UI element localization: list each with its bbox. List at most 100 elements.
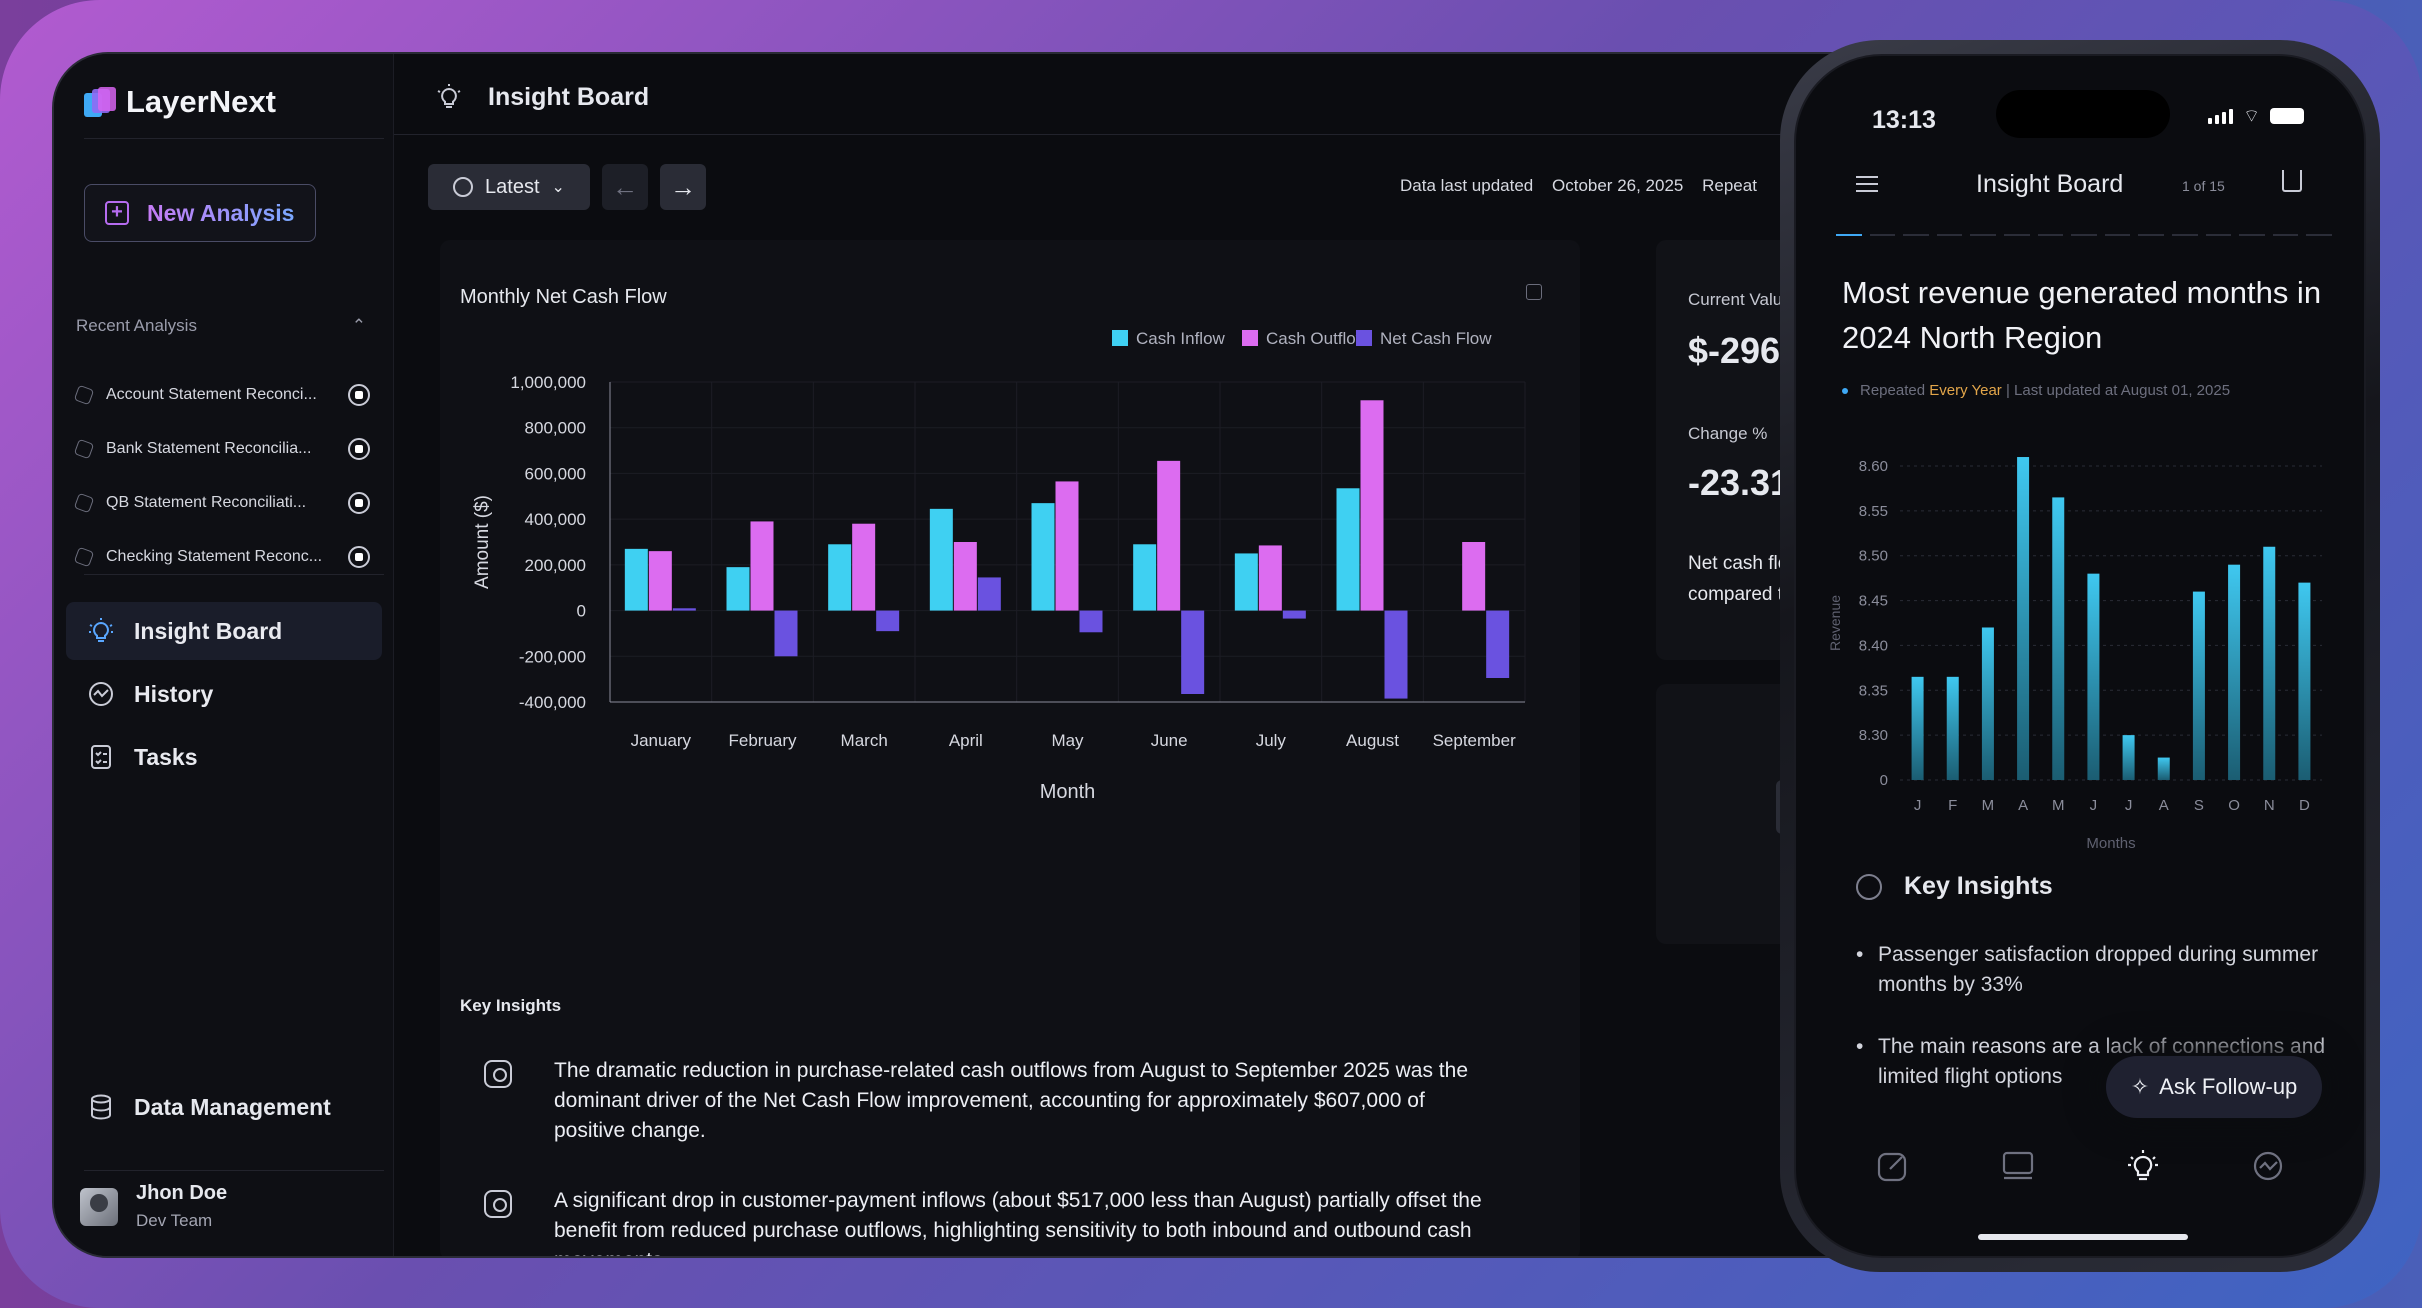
bar	[1055, 481, 1079, 611]
x-tick-label: July	[1256, 731, 1287, 750]
current-value-label: Current Value	[1688, 290, 1792, 309]
recent-item-label: QB Statement Reconciliati...	[106, 494, 307, 511]
bar	[2298, 582, 2311, 780]
bar	[1946, 676, 1959, 780]
stop-icon[interactable]	[348, 492, 370, 514]
bar	[2263, 546, 2276, 780]
phone-key-insights-title: Key Insights	[1856, 872, 2053, 901]
divider	[84, 574, 384, 575]
nav-item-data-management[interactable]: Data Management	[86, 1092, 331, 1122]
recent-item[interactable]: Bank Statement Reconcilia...	[73, 422, 376, 476]
x-tick-label: June	[1151, 731, 1188, 750]
next-button[interactable]: →	[660, 164, 706, 210]
ask-follow-up-button[interactable]: ✧ Ask Follow-up	[2106, 1056, 2322, 1118]
toolbar: Latest ⌄ ← →	[428, 164, 706, 210]
bar	[648, 551, 672, 611]
y-axis-label: Revenue	[1827, 595, 1843, 651]
recent-analysis-list: Account Statement Reconci... Bank Statem…	[73, 368, 376, 584]
legend-swatch	[1356, 330, 1372, 346]
nav-item-insight-board[interactable]: Insight Board	[66, 602, 382, 660]
tab-board[interactable]	[1988, 1136, 2048, 1196]
expand-icon[interactable]	[1526, 284, 1542, 300]
arrow-left-icon: ←	[612, 171, 638, 202]
layernext-logo-icon	[84, 87, 116, 117]
history-icon	[89, 682, 113, 706]
recent-item[interactable]: QB Statement Reconciliati...	[73, 476, 376, 530]
sparkle-icon: ✧	[2130, 1074, 2150, 1099]
y-tick-label: -200,000	[519, 647, 586, 666]
insight-item: A significant drop in customer-payment i…	[484, 1186, 1484, 1256]
stop-icon[interactable]	[348, 384, 370, 406]
bar	[2157, 757, 2170, 780]
y-tick-label: 8.30	[1859, 727, 1888, 744]
bar	[1384, 610, 1408, 699]
menu-icon[interactable]	[1856, 176, 1878, 192]
logo[interactable]: LayerNext	[84, 84, 276, 120]
chart-title: Monthly Net Cash Flow	[460, 286, 667, 308]
user-profile[interactable]: Jhon Doe Dev Team	[80, 1182, 227, 1231]
phone-insights-list: Passenger satisfaction dropped during su…	[1856, 940, 2356, 1124]
version-select[interactable]: Latest ⌄	[428, 164, 590, 210]
nav-label: Data Management	[134, 1093, 331, 1120]
divider	[84, 1170, 384, 1171]
plus-icon: +	[105, 201, 129, 225]
tab-new[interactable]	[1863, 1136, 1923, 1196]
bar	[828, 544, 852, 611]
wifi-icon: ⌔	[2243, 106, 2260, 126]
nav-item-history[interactable]: History	[66, 665, 382, 723]
stop-icon[interactable]	[348, 546, 370, 568]
y-tick-label: 0	[577, 602, 586, 621]
insight-bulb-icon	[484, 1060, 512, 1088]
recent-item[interactable]: Account Statement Reconci...	[73, 368, 376, 422]
share-icon[interactable]	[2282, 170, 2302, 192]
version-select-label: Latest	[485, 175, 540, 198]
nav-label: Tasks	[134, 743, 198, 770]
change-label: Change %	[1688, 424, 1768, 443]
stop-icon[interactable]	[348, 438, 370, 460]
nav-item-tasks[interactable]: Tasks	[66, 728, 382, 786]
y-tick-label: 8.35	[1859, 682, 1888, 699]
battery-icon	[2270, 108, 2304, 124]
recent-analysis-header[interactable]: Recent Analysis ⌃	[76, 316, 366, 336]
target-icon	[1856, 873, 1882, 900]
avatar	[80, 1187, 118, 1226]
new-analysis-label: New Analysis	[147, 199, 295, 226]
bar	[852, 523, 876, 611]
y-tick-label: 200,000	[525, 556, 586, 575]
x-tick-label: J	[2125, 797, 2133, 814]
ask-follow-up-label: Ask Follow-up	[2159, 1074, 2298, 1099]
phone-screen: 13:13 ⌔ Insight Board 1 of 15 Most reven…	[1794, 54, 2366, 1258]
chevron-down-icon: ⌄	[551, 179, 565, 196]
bar	[1157, 460, 1181, 611]
bulb-icon	[2127, 1150, 2158, 1181]
chart-card: Monthly Net Cash Flow 1,000,000 800,000 60…	[440, 240, 1580, 1256]
bar	[672, 608, 696, 611]
cube-icon	[73, 438, 95, 460]
y-tick-label: 0	[1880, 772, 1888, 789]
divider	[84, 138, 384, 139]
tab-insights[interactable]	[2113, 1136, 2173, 1196]
recent-item-label: Checking Statement Reconc...	[106, 548, 323, 565]
bar	[1181, 610, 1205, 694]
bar	[1234, 553, 1258, 611]
tab-history[interactable]	[2238, 1136, 2298, 1196]
list-item: The main reasons are a lack of connectio…	[1856, 1032, 2356, 1092]
bar	[876, 610, 900, 632]
previous-button[interactable]: ←	[602, 164, 648, 210]
x-tick-label: J	[1914, 797, 1922, 814]
cash-flow-chart: 1,000,000 800,000 600,000 400,000 200,000 0 -2…	[472, 329, 1526, 803]
insight-bulb-icon	[484, 1190, 512, 1218]
history-icon	[2253, 1151, 2282, 1181]
legend-label: Cash Inflow	[1136, 329, 1226, 348]
legend-swatch	[1242, 330, 1258, 346]
recent-item[interactable]: Checking Statement Reconc...	[73, 530, 376, 584]
bar	[2228, 564, 2241, 780]
legend-label: Cash Outflow	[1266, 329, 1369, 348]
legend-label: Net Cash Flow	[1380, 329, 1492, 348]
recent-item-label: Bank Statement Reconcilia...	[106, 440, 312, 457]
bar	[1079, 610, 1103, 633]
bar	[1911, 676, 1924, 780]
bar	[2052, 497, 2065, 780]
meta-highlight: Every Year	[1929, 382, 2002, 399]
new-analysis-button[interactable]: + New Analysis	[84, 184, 316, 242]
